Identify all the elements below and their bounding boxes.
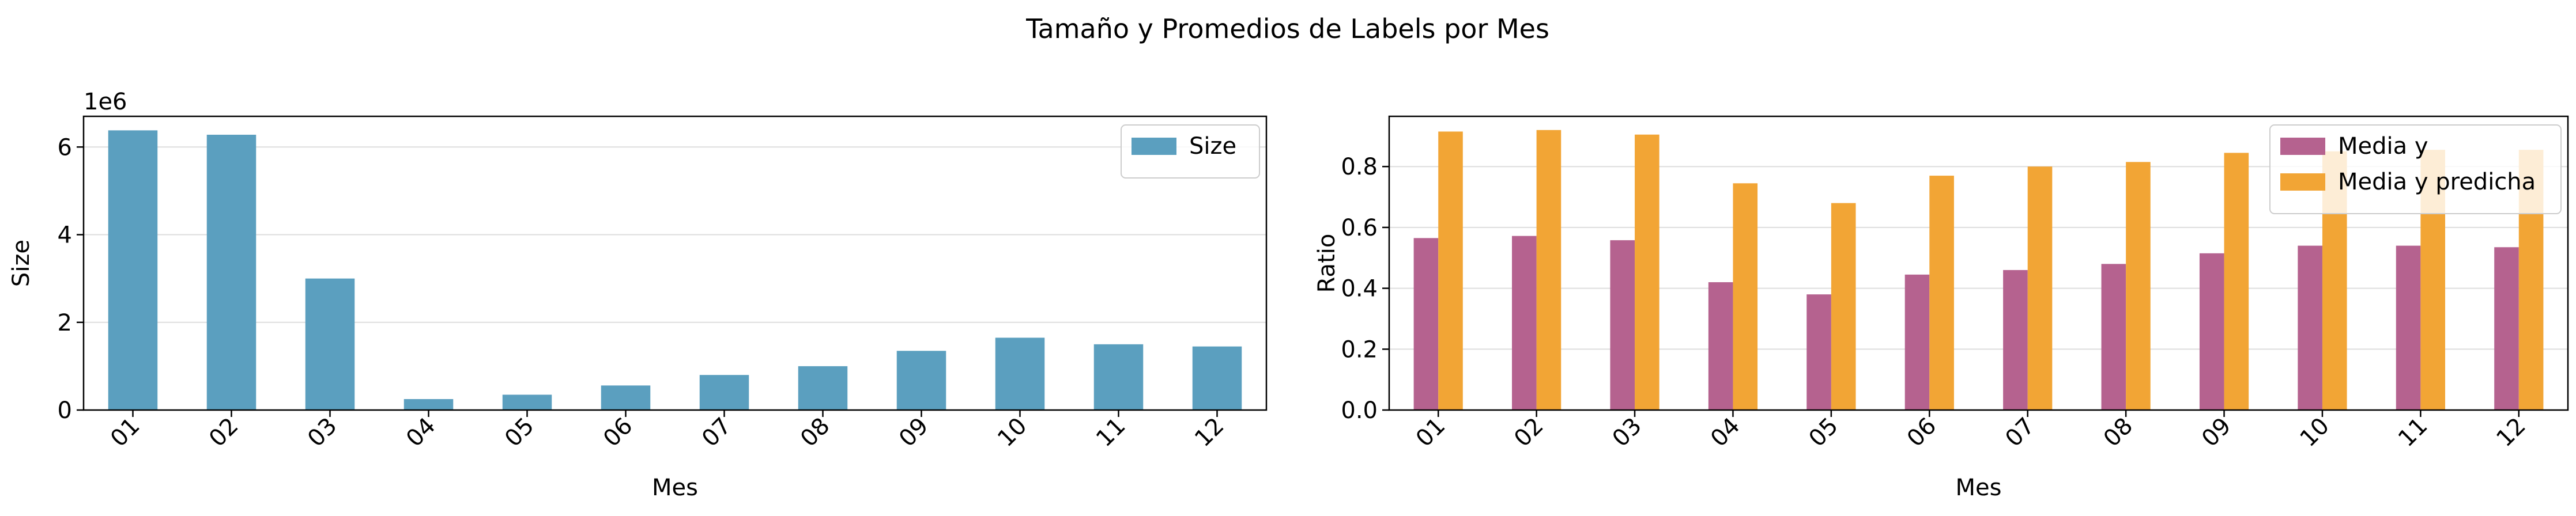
x-tick-label: 01 <box>105 413 145 453</box>
bar <box>798 366 848 410</box>
x-tick-label: 04 <box>1706 413 1745 453</box>
bar <box>1708 282 1733 410</box>
y-tick-label: 0 <box>58 397 72 424</box>
figure-title: Tamaño y Promedios de Labels por Mes <box>1025 13 1549 44</box>
bar <box>2101 264 2126 410</box>
bar <box>1929 176 1954 410</box>
bar <box>305 278 355 410</box>
y-tick-label: 4 <box>58 222 72 249</box>
x-tick-label: 02 <box>1509 413 1549 453</box>
bar <box>2126 162 2151 410</box>
legend-swatch <box>1132 138 1176 155</box>
y-tick-label: 0.2 <box>1341 336 1378 363</box>
x-tick-label: 08 <box>795 413 835 453</box>
plot-frame <box>82 115 1268 411</box>
bar <box>1635 134 1659 410</box>
legend-swatch <box>2280 173 2325 191</box>
plot-frame <box>1388 115 2569 411</box>
legend-box <box>2269 124 2562 214</box>
x-axis-label: Mes <box>1956 475 2002 501</box>
legend-label: Size <box>1189 133 1236 160</box>
x-tick-label: 06 <box>1902 413 1942 453</box>
bar <box>1610 240 1635 410</box>
y-axis-label: Ratio <box>1314 234 1340 293</box>
bar <box>2494 247 2519 410</box>
bar <box>995 337 1045 410</box>
y-tick-label: 6 <box>58 134 72 161</box>
x-tick-label: 11 <box>1091 413 1131 453</box>
x-tick-label: 10 <box>2295 413 2335 453</box>
bar <box>1831 203 1856 410</box>
y-offset-label: 1e6 <box>84 89 127 115</box>
y-axis-label: Size <box>8 240 35 287</box>
x-tick-label: 05 <box>1804 413 1843 453</box>
y-tick-label: 0.0 <box>1341 397 1378 424</box>
bar <box>1093 344 1144 410</box>
x-tick-label: 06 <box>598 413 638 453</box>
bar <box>2396 245 2421 410</box>
legend-swatch <box>2280 138 2325 155</box>
x-tick-label: 02 <box>204 413 244 453</box>
y-tick-label: 0.6 <box>1341 215 1378 241</box>
bar <box>2003 270 2028 410</box>
bar <box>1438 131 1463 410</box>
bar <box>1904 274 1930 410</box>
x-tick-label: 05 <box>500 413 540 453</box>
bar <box>403 399 454 410</box>
x-tick-label: 07 <box>697 413 737 453</box>
y-tick-label: 2 <box>58 310 72 336</box>
x-tick-label: 09 <box>2197 413 2236 453</box>
bar <box>1806 294 1831 410</box>
x-tick-label: 03 <box>303 413 342 453</box>
bar <box>2027 166 2053 410</box>
x-tick-label: 09 <box>894 413 934 453</box>
bar <box>1512 236 1537 410</box>
bar <box>502 394 552 410</box>
ratio-chart: 0.0 0.2 0.4 0.6 0.8 01 02 03 04 05 06 07 08 09 10 11 12 M… <box>1314 115 2569 501</box>
y-tick-label: 0.4 <box>1341 276 1378 302</box>
x-tick-label: 08 <box>2099 413 2139 453</box>
bar <box>108 130 158 410</box>
bar <box>1536 130 1562 410</box>
x-tick-label: 03 <box>1608 413 1647 453</box>
x-tick-label: 04 <box>401 413 441 453</box>
x-tick-label: 07 <box>2000 413 2040 453</box>
x-tick-label: 01 <box>1411 413 1451 453</box>
x-axis-label: Mes <box>652 475 698 501</box>
legend-label: Media y <box>2338 133 2428 160</box>
legend-label: Media y predicha <box>2338 169 2536 195</box>
bar <box>1192 346 1242 410</box>
bar <box>206 134 257 410</box>
bar <box>2224 153 2249 410</box>
bar <box>699 375 749 410</box>
x-tick-label: 12 <box>2491 413 2531 453</box>
bar <box>601 385 651 410</box>
bar <box>896 351 946 410</box>
bar <box>1733 183 1758 410</box>
x-tick-label: 12 <box>1190 413 1229 453</box>
y-tick-label: 0.8 <box>1341 154 1378 180</box>
bar <box>1413 238 1439 410</box>
x-tick-label: 10 <box>993 413 1032 453</box>
x-tick-label: 11 <box>2393 413 2433 453</box>
bar <box>2298 245 2322 410</box>
bar <box>2199 253 2224 410</box>
